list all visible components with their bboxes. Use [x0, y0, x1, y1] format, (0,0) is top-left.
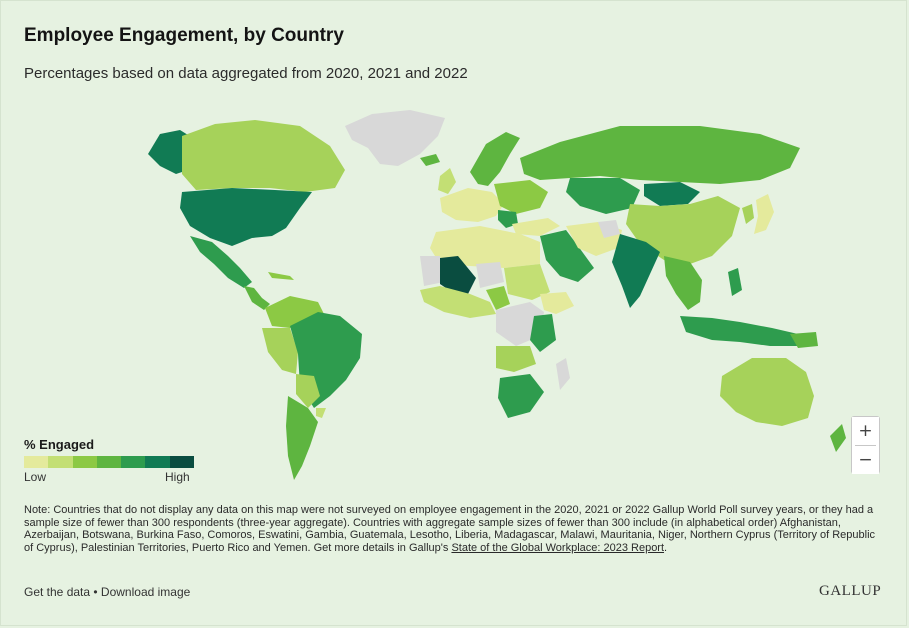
- country-iceland[interactable]: [420, 154, 440, 166]
- region-horn-of-africa[interactable]: [540, 292, 574, 314]
- country-australia[interactable]: [720, 358, 814, 426]
- report-link[interactable]: State of the Global Workplace: 2023 Repo…: [451, 541, 665, 554]
- country-india[interactable]: [612, 234, 660, 308]
- country-usa[interactable]: [180, 188, 312, 246]
- region-middle-east[interactable]: [540, 230, 594, 282]
- legend-swatch: [24, 456, 49, 468]
- country-russia[interactable]: [520, 126, 800, 184]
- region-andean[interactable]: [262, 328, 298, 374]
- region-southeast-asia[interactable]: [664, 256, 702, 310]
- country-uruguay[interactable]: [316, 408, 326, 418]
- country-madagascar[interactable]: [556, 358, 570, 390]
- region-southern-cone[interactable]: [286, 396, 318, 480]
- region-west-africa[interactable]: [420, 286, 496, 318]
- legend-swatch: [48, 456, 73, 468]
- legend-title: % Engaged: [24, 437, 95, 452]
- region-eastern-europe[interactable]: [494, 180, 548, 214]
- region-balkans[interactable]: [498, 210, 518, 228]
- gallup-logo: GALLUP: [819, 583, 882, 599]
- country-mongolia[interactable]: [644, 182, 700, 206]
- region-uk-ireland[interactable]: [438, 168, 456, 194]
- legend-swatch: [96, 456, 122, 468]
- legend-high-label: High: [165, 470, 190, 484]
- region-central-america[interactable]: [244, 286, 270, 310]
- download-image-link[interactable]: Download image: [100, 585, 191, 599]
- zoom-in-button[interactable]: +: [852, 417, 879, 445]
- legend-swatch: [145, 456, 170, 468]
- country-afghanistan[interactable]: [598, 220, 620, 238]
- country-nigeria[interactable]: [486, 286, 510, 310]
- zoom-out-button[interactable]: −: [852, 446, 879, 474]
- footnote: Note: Countries that do not display any …: [24, 504, 886, 554]
- country-japan[interactable]: [754, 194, 774, 234]
- country-png[interactable]: [790, 332, 818, 348]
- region-korea[interactable]: [742, 204, 754, 224]
- country-mexico[interactable]: [190, 236, 252, 288]
- country-niger[interactable]: [476, 262, 504, 288]
- region-southern-central-africa[interactable]: [496, 346, 536, 372]
- page-title: Employee Engagement, by Country: [24, 25, 344, 46]
- footnote-end: .: [664, 541, 668, 554]
- country-mali[interactable]: [440, 256, 476, 294]
- country-china[interactable]: [626, 196, 740, 264]
- zoom-controls: + −: [851, 416, 880, 474]
- legend-color-scale: [24, 456, 194, 468]
- legend-swatch: [72, 456, 97, 468]
- zoom-divider: [855, 445, 876, 446]
- country-greenland[interactable]: [345, 110, 445, 166]
- region-caribbean[interactable]: [268, 272, 294, 280]
- region-bolivia-paraguay[interactable]: [296, 374, 320, 408]
- country-turkey[interactable]: [512, 218, 560, 236]
- country-mauritania[interactable]: [420, 256, 444, 286]
- region-southern-africa[interactable]: [498, 374, 544, 418]
- world-map[interactable]: [0, 96, 909, 496]
- legend-swatch: [169, 456, 194, 468]
- footer-separator: •: [90, 585, 101, 599]
- country-new-zealand[interactable]: [830, 424, 846, 452]
- country-philippines[interactable]: [728, 268, 742, 296]
- region-indonesia[interactable]: [680, 316, 798, 346]
- footer-links: Get the data • Download image: [24, 585, 190, 599]
- legend-low-label: Low: [24, 470, 47, 484]
- region-central-asia[interactable]: [566, 178, 640, 214]
- region-sudan-chad[interactable]: [504, 264, 550, 300]
- region-east-africa[interactable]: [530, 314, 556, 352]
- region-western-europe[interactable]: [440, 188, 504, 222]
- country-canada[interactable]: [182, 120, 345, 192]
- page-subtitle: Percentages based on data aggregated fro…: [24, 65, 468, 82]
- legend-swatch: [121, 456, 146, 468]
- get-data-link[interactable]: Get the data: [24, 585, 91, 599]
- footnote-text: Note: Countries that do not display any …: [24, 504, 876, 554]
- region-scandinavia[interactable]: [470, 132, 520, 186]
